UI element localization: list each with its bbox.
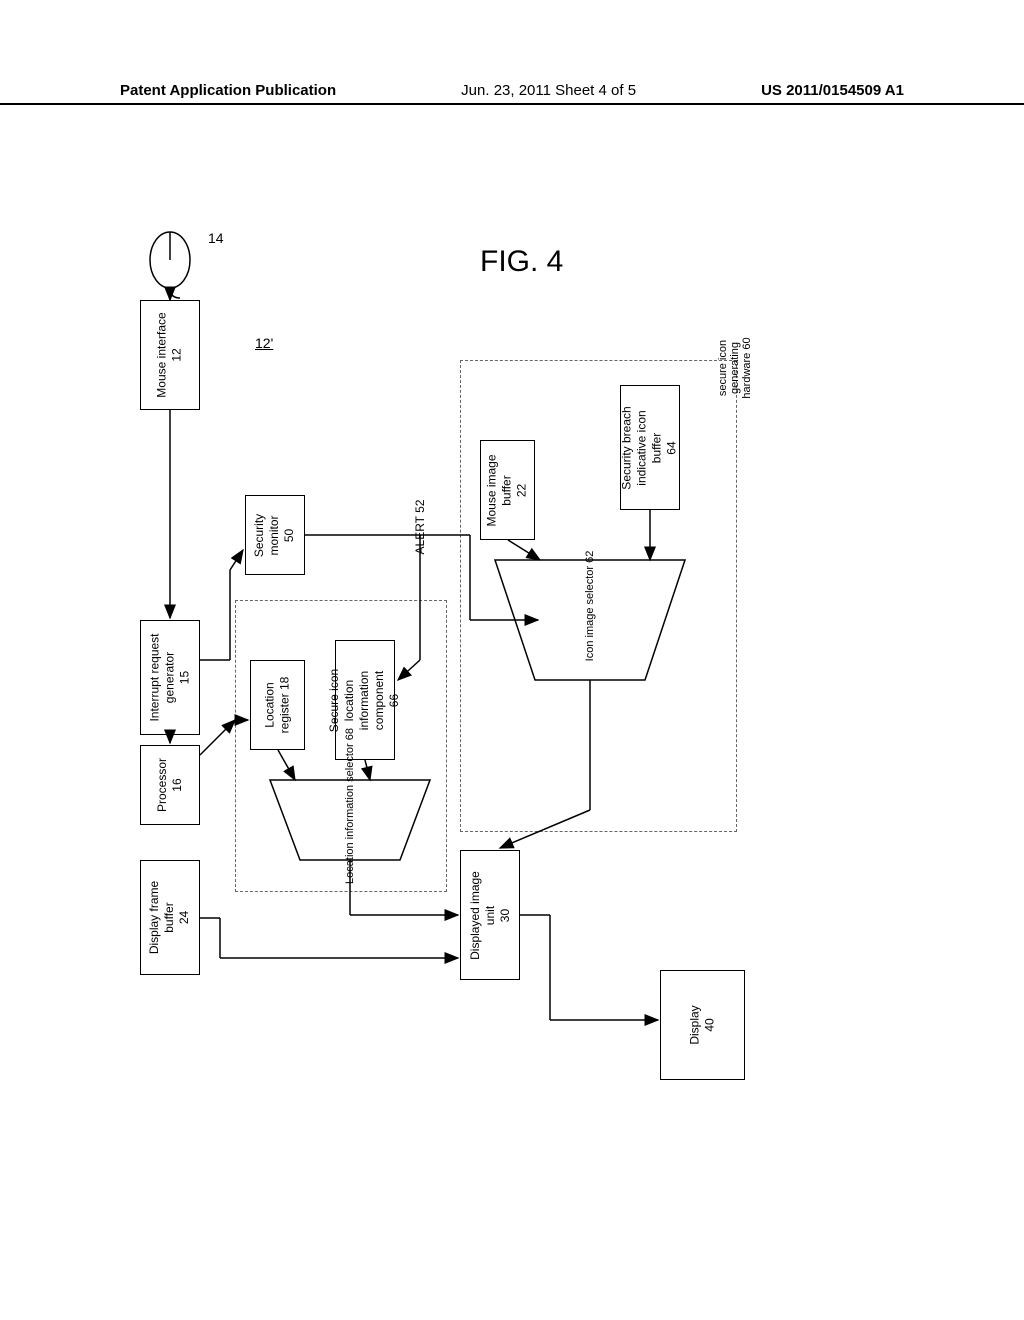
header-center: Jun. 23, 2011 Sheet 4 of 5 [461,82,636,99]
diagram: Display framebuffer24 Processor16 Interr… [140,200,900,1100]
header-right: US 2011/0154509 A1 [761,82,904,99]
header-left: Patent Application Publication [120,82,336,99]
page-header: Patent Application Publication Jun. 23, … [0,82,1024,105]
arrows [140,200,900,1100]
